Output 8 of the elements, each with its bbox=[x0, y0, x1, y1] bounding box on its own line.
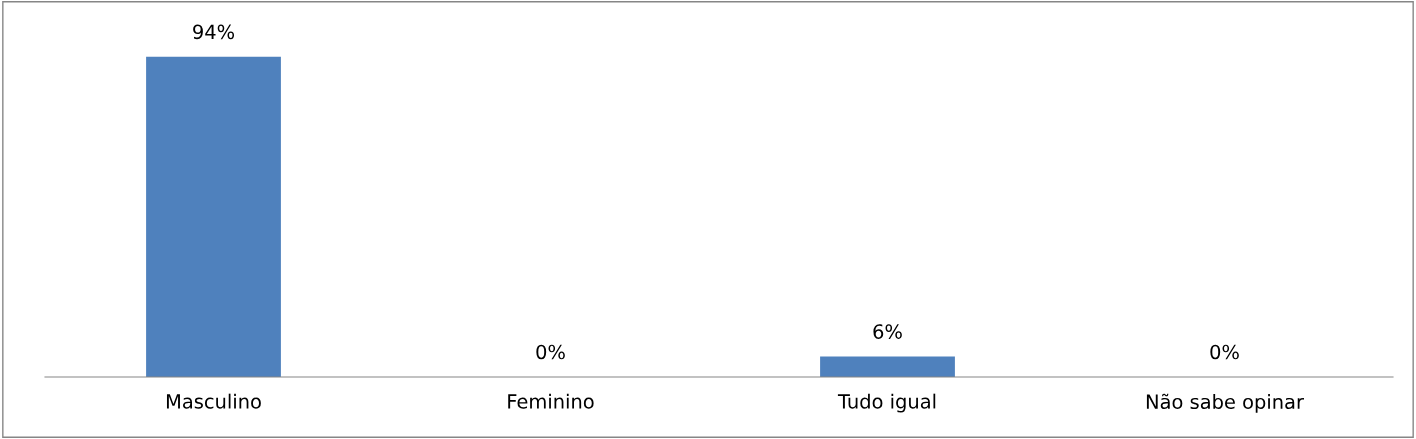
x-tick-label: Tudo igual bbox=[837, 393, 936, 413]
data-label: 0% bbox=[536, 344, 565, 360]
x-tick-label: Não sabe opinar bbox=[1146, 393, 1304, 413]
data-label: 6% bbox=[873, 324, 902, 339]
data-label: 0% bbox=[1210, 344, 1239, 360]
data-label: 94% bbox=[193, 24, 235, 40]
x-tick-label: Feminino bbox=[508, 393, 594, 409]
x-tick-label: Masculino bbox=[166, 393, 261, 409]
